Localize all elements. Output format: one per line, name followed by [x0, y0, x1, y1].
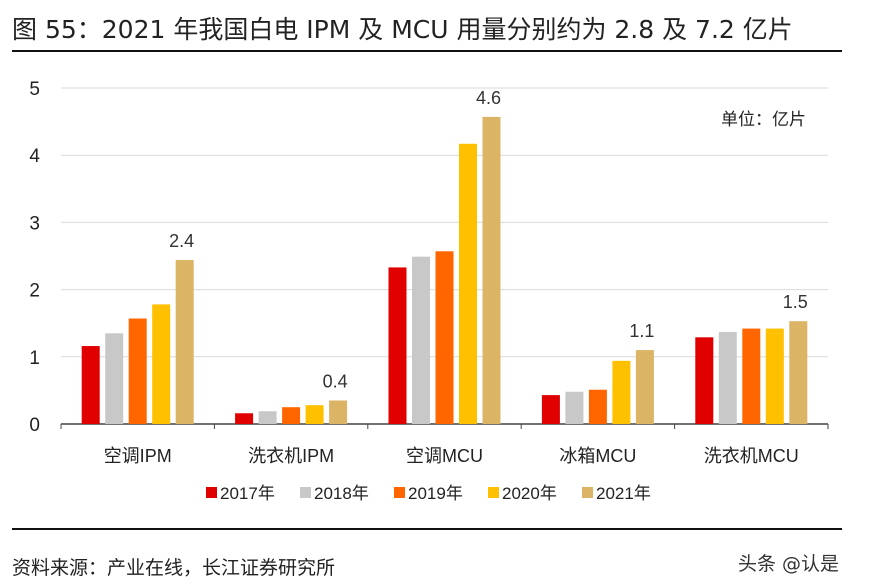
top-rule [12, 50, 842, 52]
bar [128, 318, 147, 424]
data-label: 1.1 [629, 321, 654, 341]
bar [789, 321, 808, 424]
bar [152, 304, 171, 424]
legend-swatch [300, 487, 311, 498]
x-tick-label: 冰箱MCU [559, 446, 636, 466]
bar [459, 143, 477, 424]
bar [305, 405, 324, 424]
bar [695, 337, 714, 424]
legend-label: 2020年 [502, 484, 557, 503]
y-tick-label: 0 [29, 415, 40, 436]
bar [81, 346, 100, 424]
legend-label: 2019年 [408, 484, 463, 503]
bar [105, 333, 124, 424]
data-label: 4.6 [476, 88, 501, 108]
unit-label: 单位：亿片 [721, 110, 806, 129]
bar [765, 328, 784, 424]
data-label: 0.4 [323, 371, 348, 391]
x-tick-label: 空调MCU [406, 446, 483, 466]
y-tick-label: 3 [29, 213, 40, 234]
watermark: 头条 @认是 [738, 553, 840, 575]
legend-label: 2021年 [596, 484, 651, 503]
legend-label: 2017年 [220, 484, 275, 503]
bar [175, 260, 194, 424]
bar [482, 116, 501, 425]
legend-swatch [206, 487, 217, 498]
legend-swatch [394, 487, 405, 498]
x-tick-label: 洗衣机IPM [248, 446, 334, 466]
bar [388, 267, 407, 424]
bar [565, 391, 584, 424]
bottom-rule [12, 528, 842, 530]
legend-label: 2018年 [314, 484, 369, 503]
bar [718, 331, 737, 424]
y-tick-label: 4 [29, 146, 40, 167]
legend-swatch [488, 487, 499, 498]
bar [612, 360, 631, 424]
data-label: 1.5 [783, 292, 808, 312]
y-tick-label: 5 [29, 79, 40, 100]
bar [412, 256, 430, 424]
y-tick-label: 1 [29, 348, 40, 369]
bar [329, 400, 348, 424]
y-tick-label: 2 [29, 281, 40, 302]
legend-swatch [582, 487, 593, 498]
bar [435, 251, 454, 424]
bar [258, 411, 277, 424]
x-tick-label: 空调IPM [104, 446, 172, 466]
figure-title: 图 55：2021 年我国白电 IPM 及 MCU 用量分别约为 2.8 及 7… [12, 15, 793, 44]
bar [235, 413, 254, 424]
bar [541, 395, 560, 424]
bar [588, 389, 607, 424]
bar [742, 328, 761, 424]
x-tick-label: 洗衣机MCU [704, 446, 799, 466]
source-note: 资料来源：产业在线，长江证券研究所 [12, 557, 336, 579]
bar [282, 407, 301, 424]
bar [635, 350, 654, 424]
data-label: 2.4 [169, 231, 194, 251]
